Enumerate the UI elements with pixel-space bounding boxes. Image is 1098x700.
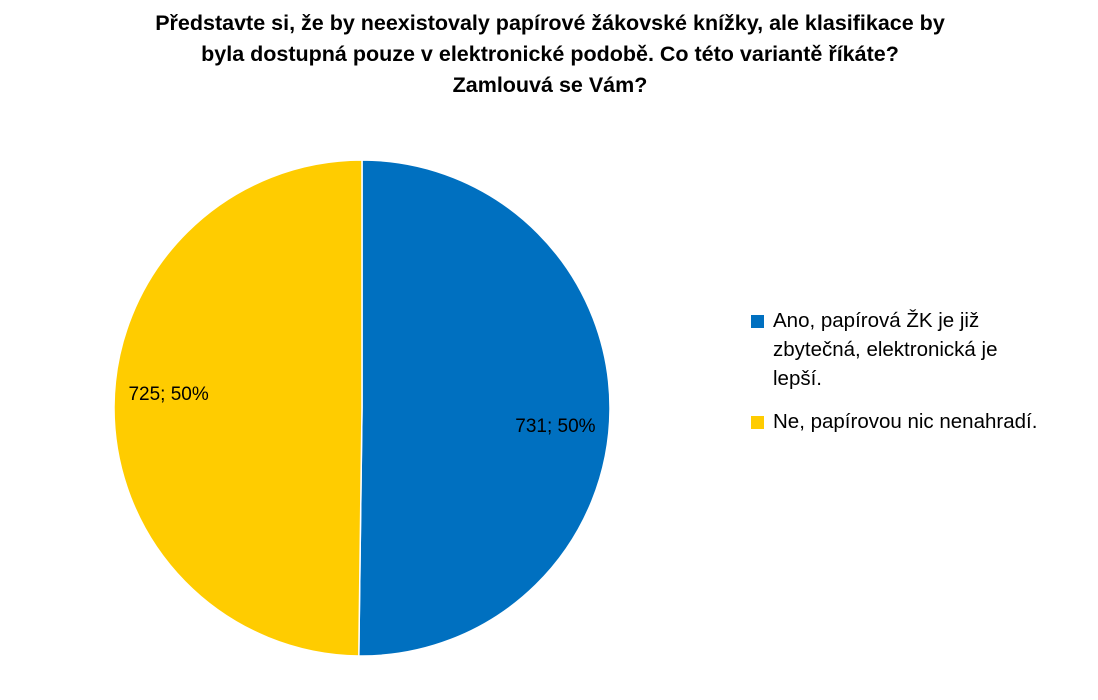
chart-title-line-1: Představte si, že by neexistovaly papíro… — [155, 11, 945, 35]
chart-title-line-3: Zamlouvá se Vám? — [452, 73, 648, 97]
legend-item-ano: Ano, papírová ŽK je již zbytečná, elektr… — [751, 306, 1096, 393]
legend-label-ano-line-3: lepší. — [773, 367, 822, 390]
legend-label-ano-line-2: zbytečná, elektronická je — [773, 338, 998, 361]
pie-slice-ano — [358, 159, 611, 657]
data-label-ne: 725; 50% — [128, 384, 208, 405]
pie-slice-ne — [113, 159, 363, 657]
legend-label-ne-line-1: Ne, papírovou nic nenahradí. — [773, 410, 1038, 433]
legend-label-ano-line-1: Ano, papírová ŽK je již — [773, 309, 980, 332]
pie-data-labels: 731; 50% 725; 50% — [128, 384, 595, 437]
pie-slices — [113, 159, 611, 657]
chart-legend: Ano, papírová ŽK je již zbytečná, elektr… — [751, 306, 1096, 450]
legend-swatch-ano — [751, 315, 764, 328]
chart-title-line-2: byla dostupná pouze v elektronické podob… — [201, 42, 899, 66]
legend-swatch-ne — [751, 416, 764, 429]
data-label-ano: 731; 50% — [515, 416, 595, 437]
chart-title: Představte si, že by neexistovaly papíro… — [60, 8, 1040, 101]
legend-item-ne: Ne, papírovou nic nenahradí. — [751, 407, 1096, 436]
